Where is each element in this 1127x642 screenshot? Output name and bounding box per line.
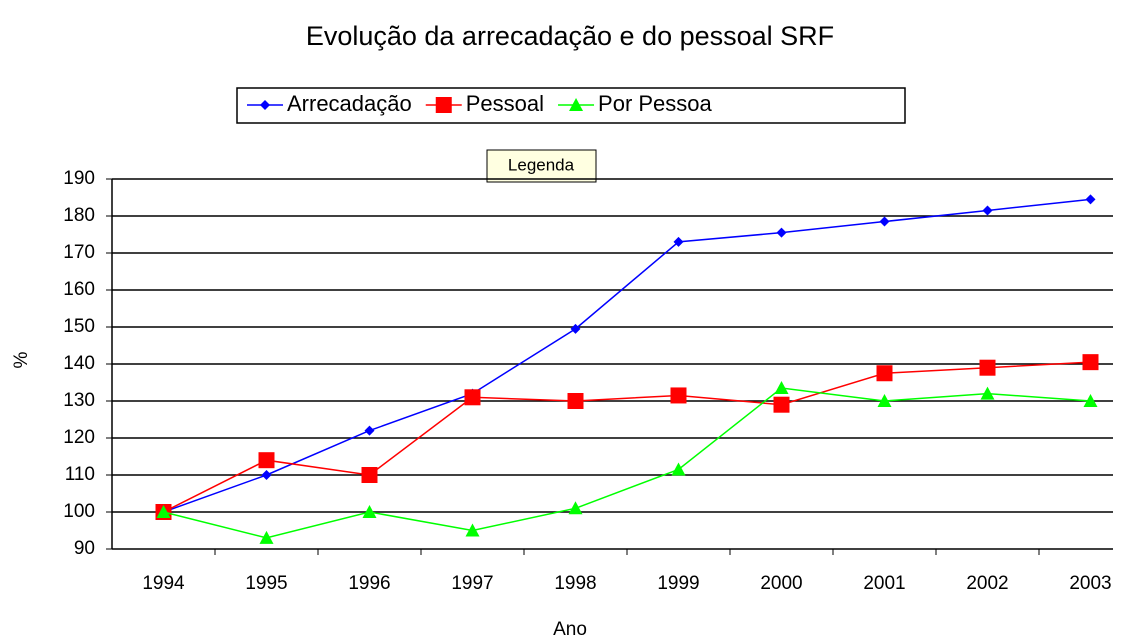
marker	[671, 462, 686, 476]
legend: Arrecadação Pessoal Por Pessoa	[236, 87, 906, 124]
marker	[435, 97, 452, 113]
marker	[570, 323, 581, 334]
x-tick-label: 1995	[245, 573, 287, 594]
y-tick-label: 170	[63, 242, 95, 263]
y-tick-label: 110	[65, 464, 95, 485]
y-tick-label: 180	[63, 205, 95, 226]
x-tick-label: 2003	[1069, 573, 1111, 594]
x-axis-label: Ano	[553, 619, 587, 640]
legend-label: Arrecadação	[287, 91, 412, 116]
x-tick-label: 2002	[966, 573, 1008, 594]
tooltip-box	[486, 149, 597, 183]
marker	[261, 470, 272, 480]
marker	[361, 467, 378, 483]
marker	[877, 394, 892, 407]
y-tick-label: 150	[63, 316, 95, 337]
marker	[1085, 194, 1096, 205]
marker	[465, 523, 480, 537]
y-tick-label: 100	[63, 501, 95, 522]
marker	[1083, 394, 1098, 407]
series-line	[163, 361, 1091, 513]
marker	[362, 505, 377, 518]
marker	[980, 386, 995, 400]
marker	[259, 530, 274, 544]
x-tick-label: 2001	[863, 573, 905, 594]
marker	[773, 396, 790, 413]
x-tick-label: 1998	[554, 573, 596, 594]
marker	[879, 216, 890, 227]
y-tick-label: 190	[63, 168, 95, 189]
marker	[569, 98, 584, 111]
marker	[464, 389, 481, 406]
marker	[156, 505, 171, 518]
marker	[774, 381, 789, 395]
marker	[876, 365, 893, 382]
legend-label: Pessoal	[466, 91, 544, 116]
marker	[673, 236, 684, 247]
x-tick-label: 1997	[451, 573, 493, 594]
x-tick-label: 2000	[760, 573, 802, 594]
tooltip: Legenda	[508, 155, 575, 174]
x-tick-label: 1994	[142, 573, 185, 594]
series-line	[163, 198, 1091, 513]
marker	[776, 227, 787, 238]
y-tick-label: 120	[63, 427, 95, 448]
legend-label: Por Pessoa	[598, 91, 712, 116]
marker	[568, 501, 583, 515]
y-tick-label: 130	[63, 390, 95, 411]
marker	[258, 452, 275, 469]
chart-title: Evolução da arrecadação e do pessoal SRF	[306, 21, 834, 51]
marker	[1082, 354, 1099, 371]
x-tick-label: 1996	[348, 573, 390, 594]
marker	[979, 359, 996, 376]
y-tick-label: 90	[74, 538, 95, 559]
series-line	[163, 387, 1091, 539]
marker	[260, 100, 270, 110]
marker	[982, 205, 993, 216]
marker	[670, 387, 687, 404]
x-tick-label: 1999	[657, 573, 699, 594]
marker	[567, 393, 584, 409]
y-tick-label: 160	[63, 279, 95, 300]
marker	[364, 425, 375, 436]
y-axis-label: %	[11, 351, 32, 368]
y-tick-label: 140	[63, 353, 95, 374]
